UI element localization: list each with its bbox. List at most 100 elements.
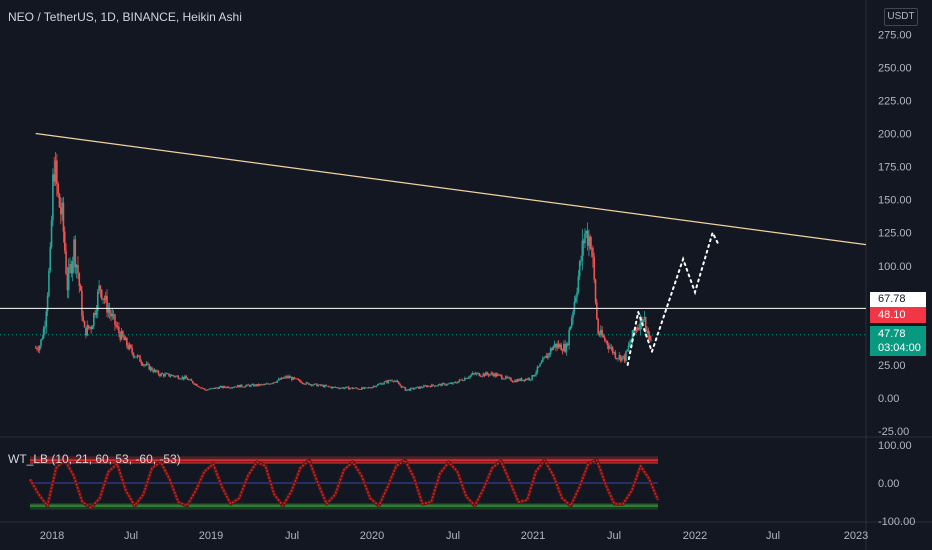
price-candle — [596, 302, 598, 320]
price-candle — [271, 383, 273, 385]
price-candle — [70, 264, 73, 274]
price-candle — [520, 378, 523, 381]
price-candle — [230, 387, 232, 389]
price-candle — [636, 327, 639, 331]
price-candle — [432, 384, 434, 386]
price-candle — [213, 387, 215, 389]
price-candle — [561, 350, 564, 352]
price-candle — [398, 382, 400, 385]
time-tick-label: 2020 — [360, 530, 384, 542]
price-candle — [362, 387, 364, 389]
price-candle — [366, 387, 368, 389]
time-tick-label: Jul — [446, 530, 460, 542]
price-candle — [553, 343, 556, 347]
price-candle — [304, 384, 306, 385]
price-candle — [83, 321, 86, 328]
price-candle — [363, 387, 366, 389]
price-candle — [46, 295, 49, 312]
price-candle — [638, 327, 640, 330]
price-candle — [108, 309, 111, 313]
price-candle — [502, 378, 504, 380]
price-candle — [221, 386, 223, 388]
price-candle — [99, 285, 102, 290]
indicator-tick-label: 100.00 — [878, 440, 912, 452]
price-candle — [394, 381, 396, 382]
price-candle — [563, 343, 565, 352]
price-candle — [518, 379, 520, 381]
price-candle — [469, 375, 471, 378]
price-candle — [300, 381, 302, 383]
price-candle — [574, 297, 577, 302]
price-candle — [296, 378, 298, 380]
price-candle — [159, 374, 161, 376]
time-tick-label: 2023 — [844, 530, 868, 542]
price-candle — [308, 383, 310, 385]
currency-badge[interactable]: USDT — [884, 8, 918, 26]
price-candle — [388, 380, 391, 381]
price-candle — [98, 285, 100, 292]
price-tick-label: 250.00 — [878, 62, 912, 74]
price-candle — [342, 387, 345, 389]
time-axis[interactable]: 2018 Jul 2019 Jul 2020 Jul 2021 Jul 2022 Jul 2023 — [40, 530, 868, 542]
price-candle — [247, 384, 250, 386]
price-candle — [490, 373, 493, 375]
price-candle — [209, 388, 211, 390]
price-candle — [524, 378, 527, 381]
price-candle — [454, 382, 457, 384]
price-candle — [404, 387, 407, 391]
price-candle — [474, 373, 477, 375]
price-candle — [281, 377, 284, 379]
resistance-trendline — [35, 132, 867, 246]
price-candle — [157, 370, 160, 375]
price-candle — [522, 379, 524, 381]
price-axis[interactable]: 275.00 250.00 225.00 200.00 175.00 150.00 125.… — [878, 29, 912, 438]
price-candle — [165, 373, 168, 375]
price-candle — [515, 380, 518, 382]
price-candle — [450, 383, 453, 384]
price-candle — [643, 316, 646, 320]
price-candle — [487, 374, 490, 376]
price-candle — [411, 387, 413, 389]
price-candle — [141, 363, 144, 366]
price-candle — [312, 384, 314, 386]
price-candle — [511, 380, 514, 382]
price-candle — [238, 385, 240, 388]
price-candle — [87, 325, 90, 329]
price-candle — [602, 335, 605, 338]
price-candle — [143, 364, 145, 366]
price-candle — [215, 387, 218, 389]
price-candle — [359, 389, 362, 390]
price-candle — [36, 347, 38, 350]
price-candle — [199, 387, 202, 389]
price-candle — [441, 383, 444, 386]
price-candle — [639, 316, 642, 330]
price-candle — [136, 355, 139, 358]
price-candle — [329, 386, 331, 388]
price-candle — [73, 239, 75, 262]
price-candle — [597, 319, 599, 334]
wt-line — [29, 459, 659, 509]
price-candle — [647, 330, 650, 336]
price-candle — [603, 337, 606, 341]
price-candle — [357, 388, 359, 390]
price-candle — [437, 384, 440, 386]
indicator-axis[interactable]: 100.00 0.00 -100.00 — [878, 440, 915, 528]
price-candle — [334, 386, 337, 388]
price-candle — [384, 380, 387, 382]
price-candle — [466, 378, 469, 379]
price-candle — [169, 375, 172, 377]
price-candle — [302, 383, 305, 385]
price-candle — [475, 373, 478, 375]
price-candle — [412, 387, 415, 390]
last-price-tag: 47.78 03:04:00 — [870, 326, 926, 356]
price-candle — [269, 383, 272, 385]
price-candle — [218, 386, 221, 389]
price-candle — [456, 382, 458, 384]
price-candle — [494, 373, 496, 377]
price-candle — [601, 329, 603, 336]
price-candle — [338, 388, 341, 389]
price-candle — [421, 387, 424, 389]
price-candle — [537, 366, 540, 368]
